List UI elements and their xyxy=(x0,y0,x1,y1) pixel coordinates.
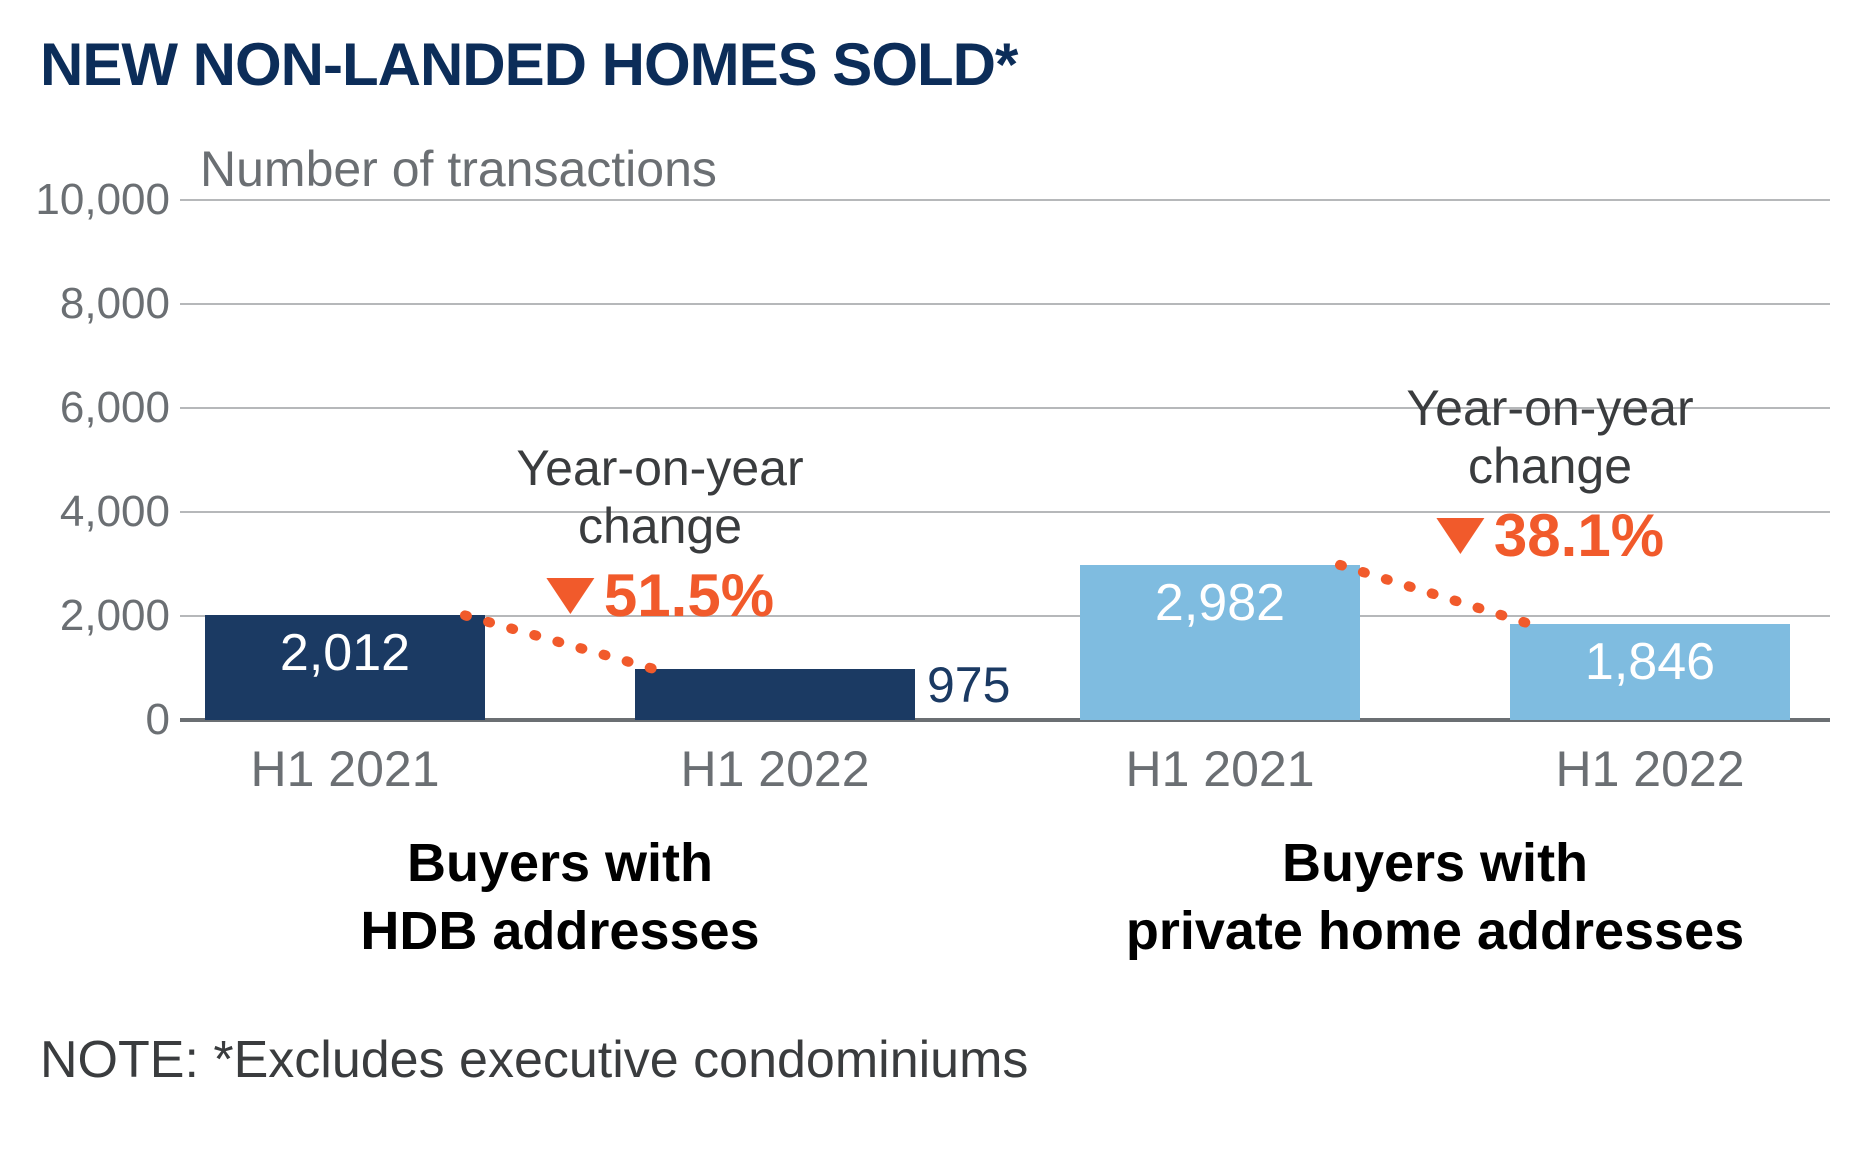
y-tick-label: 8,000 xyxy=(10,279,170,329)
y-tick-label: 0 xyxy=(10,695,170,745)
x-tick-label: H1 2022 xyxy=(680,740,869,798)
y-axis-label: Number of transactions xyxy=(200,140,717,198)
group-label: Buyers withprivate home addresses xyxy=(1126,830,1744,965)
y-tick-label: 4,000 xyxy=(10,487,170,537)
x-tick-label: H1 2021 xyxy=(1125,740,1314,798)
x-tick-label: H1 2021 xyxy=(250,740,439,798)
x-tick-label: H1 2022 xyxy=(1555,740,1744,798)
yoy-change-block: Year-on-yearchange38.1% xyxy=(1406,380,1693,570)
yoy-change-value: 51.5% xyxy=(604,561,774,630)
chart-container: NEW NON-LANDED HOMES SOLD* Number of tra… xyxy=(0,0,1874,1150)
footnote: NOTE: *Excludes executive condominiums xyxy=(40,1030,1028,1090)
y-tick-label: 10,000 xyxy=(10,175,170,225)
yoy-change-label: Year-on-yearchange xyxy=(1406,380,1693,495)
chart-title: NEW NON-LANDED HOMES SOLD* xyxy=(40,30,1017,99)
y-tick-label: 6,000 xyxy=(10,383,170,433)
down-triangle-icon xyxy=(546,578,594,614)
yoy-change-label: Year-on-yearchange xyxy=(516,440,803,555)
group-label: Buyers withHDB addresses xyxy=(360,830,759,965)
yoy-change-block: Year-on-yearchange51.5% xyxy=(516,440,803,630)
down-triangle-icon xyxy=(1436,518,1484,554)
yoy-change-value: 38.1% xyxy=(1494,501,1664,570)
y-tick-label: 2,000 xyxy=(10,591,170,641)
